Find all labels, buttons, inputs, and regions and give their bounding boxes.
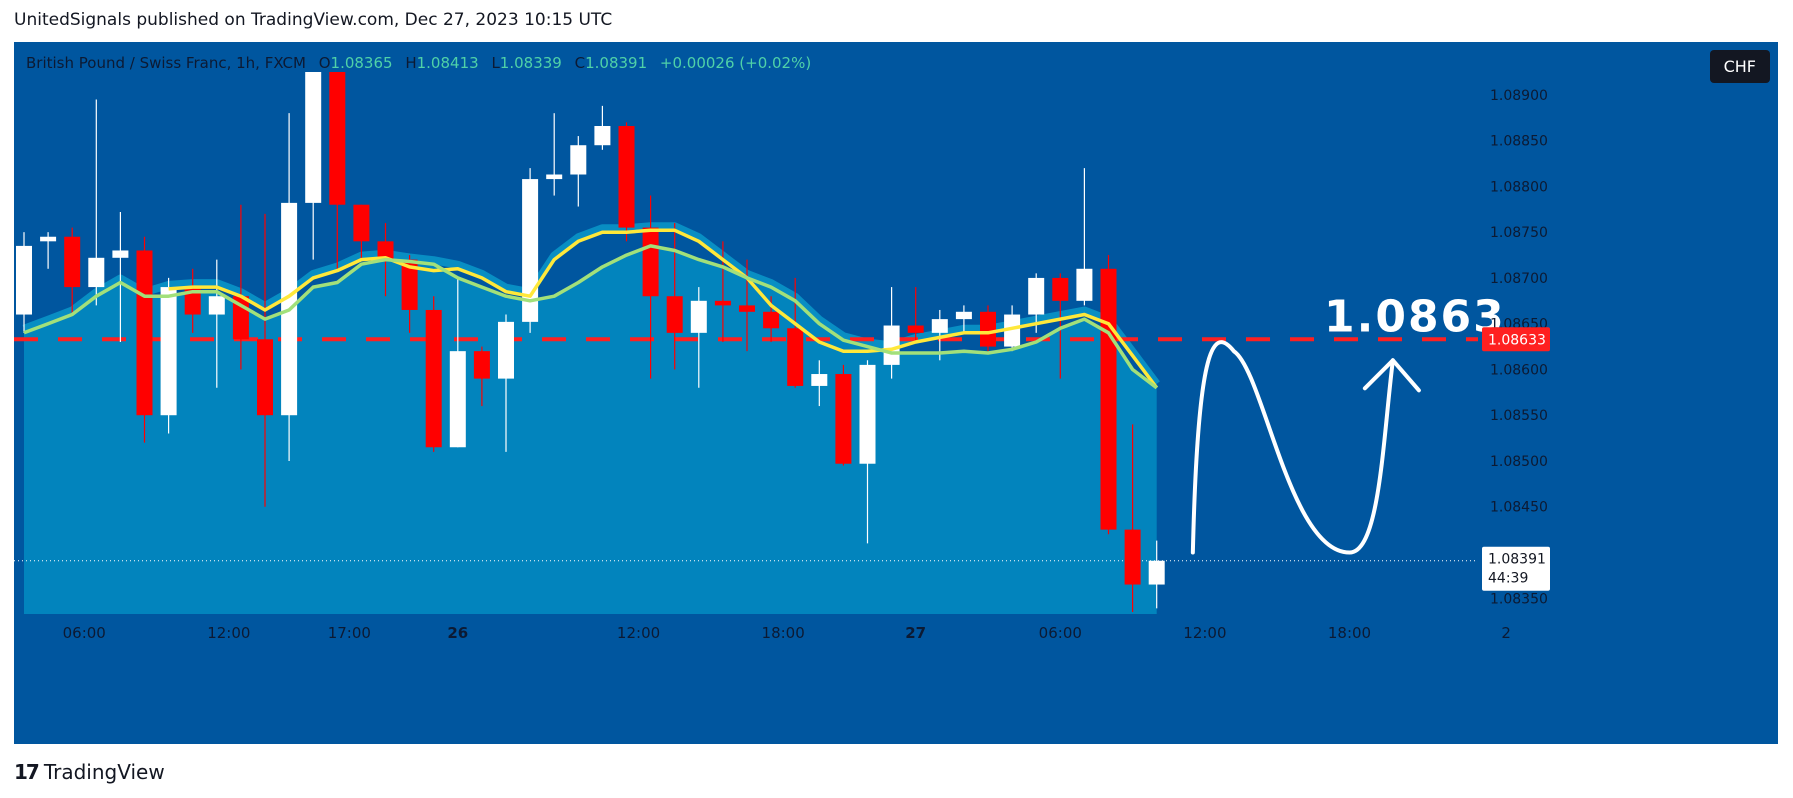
candle-body — [955, 311, 972, 320]
candle-body — [931, 319, 948, 333]
y-axis-tick-label: 1.08500 — [1490, 454, 1548, 470]
candle-body — [835, 374, 852, 464]
candle-body — [1148, 560, 1165, 585]
candle-body — [305, 72, 322, 203]
candle-body — [714, 300, 731, 306]
symbol-description[interactable]: British Pound / Swiss Franc, 1h, FXCM — [26, 54, 306, 72]
candle-body — [570, 145, 587, 175]
x-axis-tick-label: 06:00 — [63, 624, 106, 642]
open-key: O — [318, 54, 331, 72]
candle-body — [1100, 268, 1117, 530]
candle-body — [449, 351, 466, 448]
candle-body — [160, 287, 177, 416]
author-name[interactable]: UnitedSignals — [14, 10, 131, 30]
candle-body — [907, 325, 924, 333]
y-axis-tick-label: 1.08350 — [1490, 591, 1548, 607]
y-axis-tick-label: 1.08850 — [1490, 134, 1548, 150]
target-price-badge — [1482, 327, 1550, 352]
candle-body — [64, 236, 81, 288]
footer-branding[interactable]: 17 TradingView — [14, 760, 165, 784]
candle-body — [883, 325, 900, 365]
change-value: +0.00026 (+0.02%) — [659, 54, 812, 72]
candle-body — [980, 311, 996, 347]
candle-body — [136, 250, 153, 416]
target-label: 1.0863 — [1324, 291, 1506, 342]
candle-body — [618, 126, 635, 228]
brand-name: TradingView — [43, 760, 165, 784]
open-value: 1.08365 — [330, 54, 393, 72]
slow-moving-average-line — [168, 228, 1159, 389]
tradingview-logo-icon: 17 — [14, 760, 40, 784]
x-axis-tick-label: 18:00 — [762, 624, 805, 642]
x-axis-tick-label: 12:00 — [1183, 624, 1226, 642]
candle-body — [1076, 268, 1093, 301]
candle-body — [1028, 277, 1045, 315]
candle-body — [353, 204, 370, 242]
candle-body — [401, 259, 418, 310]
x-axis-tick-label: 17:00 — [328, 624, 371, 642]
low-key: L — [491, 54, 500, 72]
x-axis-tick-label: 18:00 — [1328, 624, 1371, 642]
candle-body — [1052, 277, 1069, 301]
candle-body — [787, 328, 804, 386]
close-key: C — [574, 54, 586, 72]
target-price-badge-label: 1.08633 — [1488, 332, 1546, 348]
x-axis-tick-label: 12:00 — [617, 624, 660, 642]
y-axis-tick-label: 1.08800 — [1490, 179, 1548, 195]
ma-area-fill — [24, 245, 1157, 614]
close-value: 1.08391 — [585, 54, 648, 72]
candle-body — [594, 126, 611, 146]
ma-band — [22, 222, 1160, 387]
y-axis-tick-label: 1.08700 — [1490, 271, 1548, 287]
candle-body — [763, 311, 780, 329]
y-axis-tick-label: 1.08750 — [1490, 225, 1548, 241]
candle-body — [522, 179, 539, 322]
candle-body — [498, 321, 514, 379]
candle-body — [690, 300, 707, 333]
candle-body — [40, 236, 57, 242]
candle-body — [859, 364, 876, 464]
publish-info: published on TradingView.com, Dec 27, 20… — [136, 10, 613, 30]
candle-body — [546, 174, 563, 180]
projection-wave-arrow — [1190, 340, 1395, 555]
candle-body — [1004, 314, 1021, 347]
x-axis-tick-label: 12:00 — [207, 624, 250, 642]
candle-body — [473, 351, 490, 379]
high-value: 1.08413 — [416, 54, 479, 72]
current-price-badge-label: 1.08391 — [1488, 552, 1546, 568]
high-key: H — [405, 54, 417, 72]
candle-body — [642, 227, 659, 297]
y-axis-tick-label: 1.08900 — [1490, 88, 1548, 104]
candle-body — [425, 309, 442, 448]
y-axis-tick-label: 1.08450 — [1490, 500, 1548, 516]
x-axis-tick-label: 27 — [905, 624, 926, 642]
x-axis-tick-label: 06:00 — [1039, 624, 1082, 642]
y-axis-tick-label: 1.08550 — [1490, 408, 1548, 424]
candle-body — [666, 296, 683, 333]
candle-body — [112, 250, 129, 258]
y-axis-tick-label: 1.08600 — [1490, 362, 1548, 378]
x-axis-tick-label: 2 — [1501, 624, 1511, 642]
x-axis-tick-label: 26 — [447, 624, 468, 642]
price-chart[interactable]: 1.0863 1.08900 1.08850 1.08800 1.08750 1.0870… — [14, 42, 1778, 744]
candle-body — [329, 72, 346, 205]
candle-body — [1124, 529, 1141, 585]
fast-moving-average-line — [23, 244, 1158, 390]
candle-body — [88, 257, 105, 288]
candle-body — [16, 245, 32, 315]
arrow-head-icon — [1362, 358, 1421, 393]
candle-body — [377, 241, 394, 260]
ohlc-legend: British Pound / Swiss Franc, 1h, FXCM O1… — [26, 54, 811, 72]
time-axis-strip — [14, 614, 1778, 744]
bar-countdown-label: 44:39 — [1488, 571, 1528, 587]
low-value: 1.08339 — [499, 54, 562, 72]
current-price-badge — [1482, 546, 1550, 591]
candle-body — [811, 374, 828, 386]
chart-area[interactable]: 1.0863 1.08900 1.08850 1.08800 1.08750 1.0870… — [14, 42, 1778, 744]
candle-body — [208, 296, 225, 315]
candle-body — [257, 339, 273, 416]
candle-body — [739, 305, 755, 312]
currency-badge[interactable]: CHF — [1709, 50, 1770, 83]
publish-header: UnitedSignals published on TradingView.c… — [14, 10, 612, 30]
